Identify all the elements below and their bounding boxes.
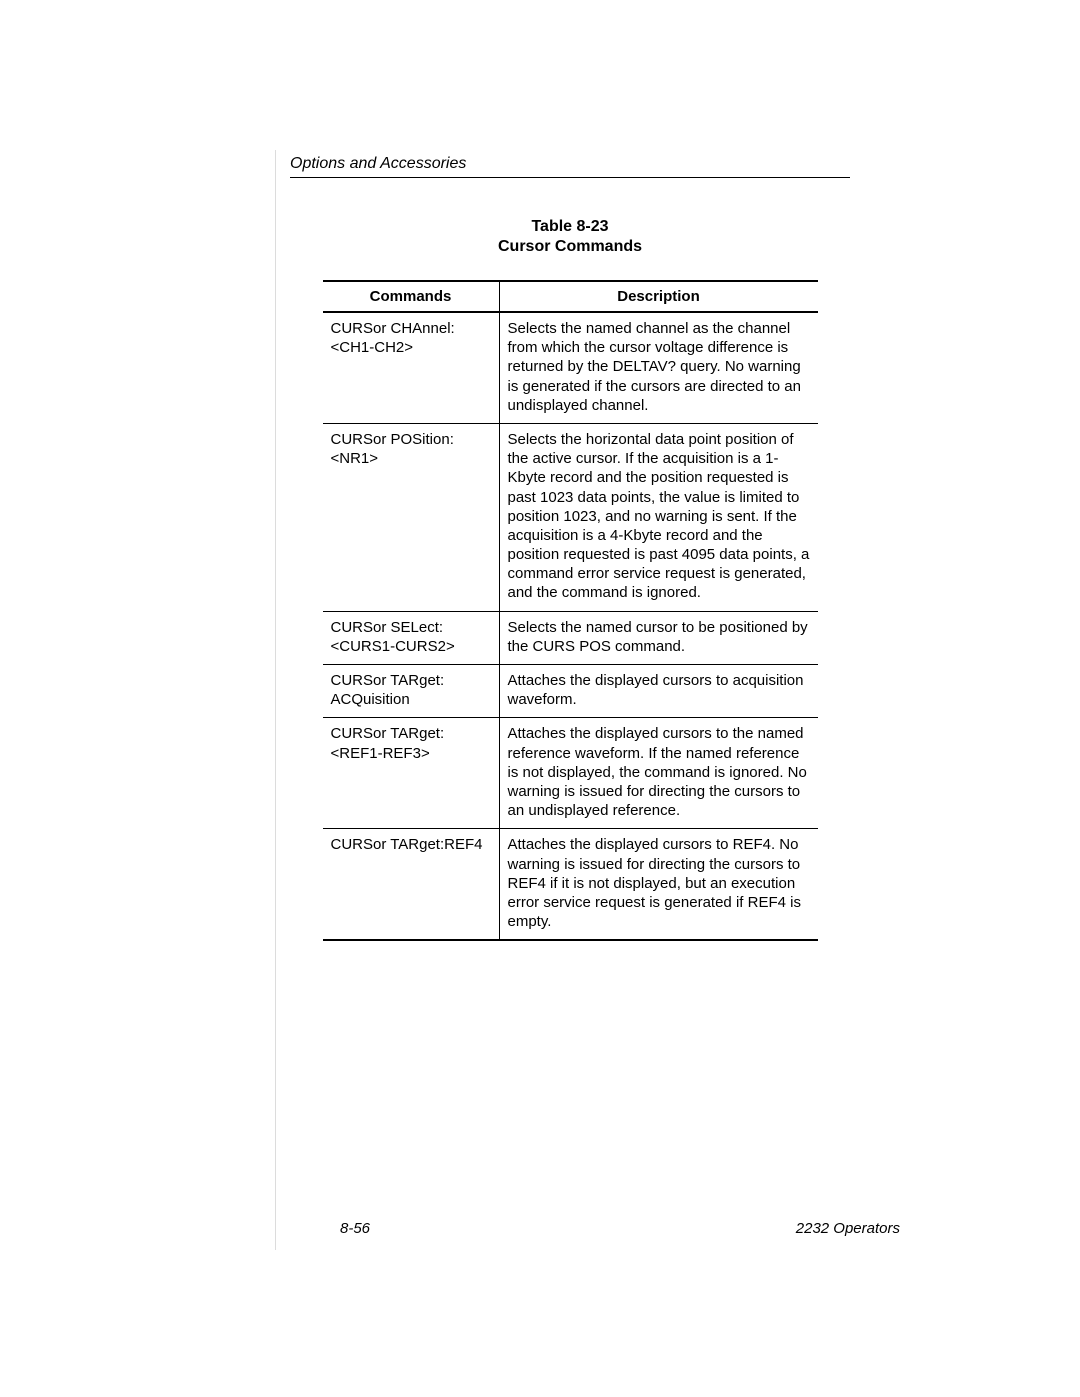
table-row: CURSor TARget: <REF1-REF3> Attaches the … [323,718,818,829]
table-header-row: Commands Description [323,281,818,312]
cell-command: CURSor CHAnnel: <CH1-CH2> [323,312,500,423]
cell-description: Attaches the displayed cursors to acquis… [499,665,818,718]
cell-command: CURSor TARget: <REF1-REF3> [323,718,500,829]
section-header: Options and Accessories [290,155,850,178]
table-block: Table 8-23 Cursor Commands Commands Desc… [323,218,818,941]
table-row: CURSor TARget:REF4 Attaches the displaye… [323,829,818,940]
cell-description: Selects the horizontal data point positi… [499,423,818,611]
cell-command: CURSor POSition: <NR1> [323,423,500,611]
table-caption: Cursor Commands [323,238,818,256]
col-header-commands: Commands [323,281,500,312]
table-row: CURSor SELect: <CURS1-CURS2> Selects the… [323,611,818,664]
cell-command: CURSor TARget: ACQuisition [323,665,500,718]
table-row: CURSor CHAnnel: <CH1-CH2> Selects the na… [323,312,818,423]
page-footer: 8-56 2232 Operators [340,1220,900,1237]
margin-rule [275,150,276,1250]
cell-command: CURSor TARget:REF4 [323,829,500,940]
cell-description: Selects the named channel as the channel… [499,312,818,423]
page-content: Options and Accessories Table 8-23 Curso… [290,155,850,941]
commands-table: Commands Description CURSor CHAnnel: <CH… [323,280,818,941]
page-number: 8-56 [340,1220,370,1237]
doc-title: 2232 Operators [796,1220,900,1237]
table-row: CURSor POSition: <NR1> Selects the horiz… [323,423,818,611]
cell-description: Attaches the displayed cursors to the na… [499,718,818,829]
cell-description: Selects the named cursor to be positione… [499,611,818,664]
table-number: Table 8-23 [323,218,818,236]
table-row: CURSor TARget: ACQuisition Attaches the … [323,665,818,718]
cell-command: CURSor SELect: <CURS1-CURS2> [323,611,500,664]
col-header-description: Description [499,281,818,312]
cell-description: Attaches the displayed cursors to REF4. … [499,829,818,940]
